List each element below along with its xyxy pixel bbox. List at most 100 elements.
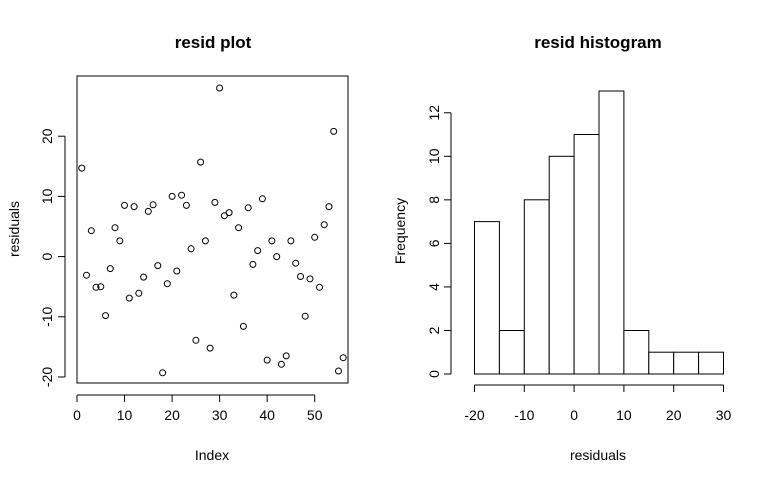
scatter-point bbox=[216, 84, 224, 92]
histogram-bar bbox=[623, 330, 650, 375]
histogram-bar bbox=[598, 90, 625, 375]
histogram-bar bbox=[523, 199, 550, 375]
histogram-bar bbox=[673, 351, 700, 375]
scatter-point bbox=[239, 322, 247, 330]
scatter-point bbox=[235, 224, 243, 232]
x-tick-label: 10 bbox=[616, 407, 632, 423]
scatter-point bbox=[292, 259, 300, 267]
histogram-bar bbox=[548, 155, 575, 375]
scatter-point bbox=[111, 224, 119, 232]
y-tick-label: 0 bbox=[426, 370, 442, 378]
scatter-point bbox=[116, 237, 124, 245]
scatter-point bbox=[273, 253, 281, 261]
scatter-point bbox=[268, 237, 276, 245]
scatter-point bbox=[277, 360, 285, 368]
histogram-bar bbox=[474, 221, 500, 375]
scatter-point bbox=[249, 260, 257, 268]
y-tick-label: 0 bbox=[39, 252, 55, 260]
scatter-point bbox=[316, 283, 323, 291]
scatter-point bbox=[97, 283, 105, 291]
scatter-point bbox=[287, 237, 295, 245]
histogram-bar bbox=[698, 351, 724, 375]
resid-histogram-x-axis: -20 -10 0 10 20 30 bbox=[464, 384, 732, 423]
scatter-point bbox=[335, 367, 342, 375]
resid-plot-xlabel: Index bbox=[195, 447, 229, 463]
scatter-point bbox=[330, 127, 338, 135]
scatter-point bbox=[178, 191, 186, 199]
scatter-point bbox=[159, 369, 167, 377]
scatter-point bbox=[163, 280, 171, 288]
resid-plot-panel: resid plot 0 10 20 30 40 50 -20 -10 0 10 20 Index… bbox=[6, 33, 349, 463]
scatter-point bbox=[206, 344, 214, 352]
y-tick-label: 10 bbox=[426, 148, 442, 164]
scatter-point bbox=[201, 237, 209, 245]
scatter-point bbox=[130, 203, 138, 211]
scatter-point bbox=[197, 158, 205, 166]
x-tick-label: 30 bbox=[716, 407, 732, 423]
scatter-point bbox=[144, 207, 152, 215]
scatter-point bbox=[297, 273, 304, 280]
resid-histogram-bars bbox=[474, 90, 724, 375]
resid-histogram-xlabel: residuals bbox=[570, 447, 626, 463]
scatter-point bbox=[106, 265, 114, 273]
scatter-point bbox=[325, 203, 333, 211]
histogram-bar bbox=[648, 351, 675, 375]
y-tick-label: 10 bbox=[39, 188, 55, 204]
scatter-point bbox=[187, 245, 195, 253]
scatter-point bbox=[211, 198, 219, 206]
scatter-point bbox=[173, 267, 181, 275]
x-tick-label: -20 bbox=[464, 407, 484, 423]
resid-plot-x-axis: 0 10 20 30 40 50 bbox=[73, 394, 323, 423]
y-tick-label: -10 bbox=[39, 306, 55, 326]
x-tick-label: 0 bbox=[73, 407, 81, 423]
y-tick-label: 4 bbox=[426, 283, 442, 291]
scatter-point bbox=[225, 209, 233, 217]
x-tick-label: 30 bbox=[212, 407, 228, 423]
scatter-point bbox=[182, 201, 190, 209]
resid-plot-y-axis: -20 -10 0 10 20 bbox=[39, 128, 66, 387]
resid-plot-ylabel: residuals bbox=[6, 201, 22, 257]
scatter-point bbox=[168, 192, 176, 200]
scatter-point bbox=[258, 195, 266, 203]
resid-histogram-panel: resid histogram -20 -10 0 10 20 30 024681012 … bbox=[392, 33, 731, 463]
scatter-point bbox=[92, 283, 100, 291]
scatter-point bbox=[154, 262, 162, 270]
scatter-point bbox=[263, 356, 271, 364]
scatter-point bbox=[135, 289, 143, 297]
resid-histogram-ylabel: Frequency bbox=[392, 198, 408, 264]
x-tick-label: -10 bbox=[514, 407, 534, 423]
scatter-point bbox=[254, 247, 262, 255]
resid-histogram-title: resid histogram bbox=[534, 33, 662, 52]
y-tick-label: 20 bbox=[39, 128, 55, 144]
scatter-point bbox=[83, 271, 90, 279]
scatter-point bbox=[244, 204, 252, 212]
scatter-point bbox=[102, 312, 109, 320]
scatter-point bbox=[192, 336, 200, 344]
resid-plot-frame bbox=[76, 75, 349, 384]
x-tick-label: 20 bbox=[666, 407, 682, 423]
resid-plot-points bbox=[78, 84, 347, 377]
scatter-point bbox=[230, 291, 238, 299]
scatter-point bbox=[220, 212, 228, 220]
scatter-point bbox=[339, 354, 347, 362]
scatter-point bbox=[125, 294, 133, 302]
x-tick-label: 10 bbox=[117, 407, 133, 423]
x-tick-label: 40 bbox=[259, 407, 275, 423]
histogram-bar bbox=[498, 330, 525, 375]
x-tick-label: 20 bbox=[164, 407, 180, 423]
scatter-point bbox=[282, 352, 290, 360]
y-tick-label: -20 bbox=[39, 367, 55, 387]
resid-histogram-y-axis: 0 2 4 6 8 10 12 bbox=[426, 105, 452, 378]
scatter-point bbox=[301, 312, 309, 320]
scatter-point bbox=[121, 201, 128, 209]
y-tick-label: 6 bbox=[426, 239, 442, 247]
resid-plot-title: resid plot bbox=[175, 33, 252, 52]
y-tick-label: 8 bbox=[426, 196, 442, 204]
scatter-point bbox=[149, 201, 157, 209]
x-tick-label: 0 bbox=[570, 407, 578, 423]
histogram-bar bbox=[573, 134, 600, 375]
scatter-point bbox=[306, 275, 314, 283]
scatter-point bbox=[320, 221, 328, 229]
y-tick-label: 2 bbox=[426, 326, 442, 334]
